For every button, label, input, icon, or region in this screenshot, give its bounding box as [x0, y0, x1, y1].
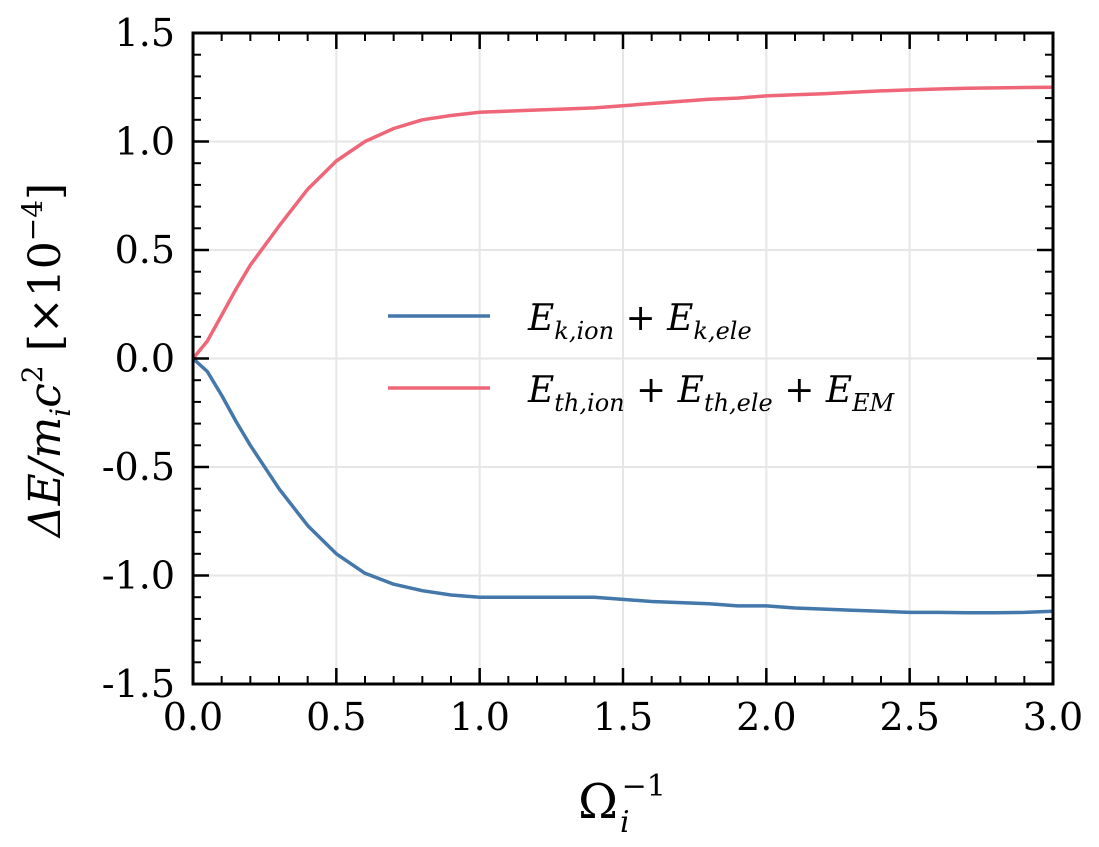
legend-thermal-term3: E	[825, 370, 852, 411]
axis-ticks	[191, 31, 1055, 686]
x-tick-label: 2.0	[736, 695, 796, 739]
x-tick-label: 3.0	[1023, 695, 1083, 739]
legend-thermal-term2: E	[677, 370, 704, 411]
y-tick-label: -0.5	[102, 445, 175, 489]
legend-label-thermal: Eth,ion + Eth,ele + EEM	[527, 370, 896, 417]
y-axis-label-scale-sup: −4	[16, 200, 49, 241]
x-axis-label-base: Ω	[578, 774, 618, 830]
legend-kinetic-op: +	[614, 298, 667, 339]
series-line-thermal	[191, 85, 1054, 360]
y-tick-label: 1.0	[115, 120, 175, 164]
tick-labels: 0.0 0.5 1.0 1.5 2.0 2.5 3.0 -1.5 -1.0 -0.5 0.0 0.5 1…	[102, 11, 1084, 739]
y-tick-label: 1.5	[115, 11, 175, 55]
legend-label-kinetic: Ek,ion + Ek,ele	[527, 298, 752, 345]
grid-lines	[192, 32, 1054, 685]
legend-kinetic-term2: E	[666, 298, 693, 339]
x-axis-label: Ωi−1	[578, 769, 666, 840]
x-tick-label: 1.5	[593, 695, 653, 739]
y-tick-label: -1.5	[102, 662, 175, 706]
legend-thermal-sub2: th,ele	[704, 389, 773, 417]
y-tick-label: 0.0	[115, 337, 175, 381]
y-axis-label-sup: 2	[16, 365, 49, 383]
x-tick-label: 1.0	[449, 695, 509, 739]
series-lines	[191, 85, 1054, 615]
y-axis-label-main2: c	[20, 383, 71, 408]
legend: Ek,ion + Ek,ele Eth,ion + Eth,ele + EEM	[388, 298, 896, 417]
x-axis-label-sub: i	[620, 805, 630, 840]
series-line-kinetic	[191, 357, 1054, 615]
x-tick-label: 2.5	[879, 695, 939, 739]
x-tick-label: 0.0	[163, 695, 223, 739]
legend-thermal-op1: +	[625, 370, 678, 411]
legend-kinetic-sub1: k,ion	[554, 317, 614, 345]
legend-thermal-op2: +	[773, 370, 826, 411]
x-tick-label: 0.5	[306, 695, 366, 739]
legend-thermal-sub3: EM	[851, 389, 896, 417]
y-tick-label: 0.5	[115, 228, 175, 272]
x-axis-label-sup: −1	[622, 769, 666, 804]
y-axis-label-scale-close: ]	[20, 183, 71, 200]
legend-kinetic-term1: E	[527, 298, 554, 339]
y-tick-label: -1.0	[102, 554, 175, 598]
y-axis-label: ΔE/mic2 [×10−4]	[16, 183, 77, 539]
legend-thermal-term1: E	[527, 370, 554, 411]
y-axis-label-sub: i	[44, 408, 77, 417]
y-axis-label-main: ΔE/m	[20, 417, 71, 539]
legend-kinetic-sub2: k,ele	[693, 317, 751, 345]
y-axis-label-scale-open: [×10	[20, 241, 71, 365]
legend-thermal-sub1: th,ion	[554, 389, 624, 417]
